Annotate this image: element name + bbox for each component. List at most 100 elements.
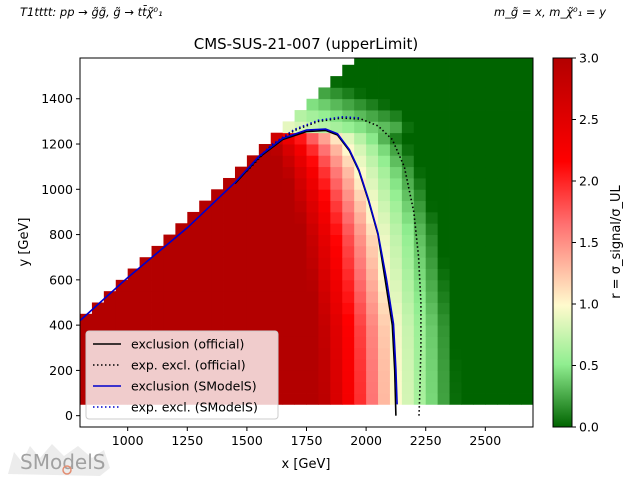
heatmap-cell	[282, 325, 295, 337]
heatmap-cell	[306, 211, 319, 224]
heatmap-cell	[223, 268, 236, 281]
heatmap-cell	[246, 268, 260, 281]
heatmap-cell	[389, 279, 403, 292]
heatmap-cell	[521, 257, 533, 269]
heatmap-cell	[449, 98, 462, 111]
heatmap-cell	[413, 200, 427, 213]
heatmap-cell	[413, 234, 427, 247]
heatmap-cell	[473, 110, 486, 122]
heatmap-cell	[270, 302, 284, 315]
heatmap-cell	[354, 121, 367, 134]
heatmap-cell	[425, 121, 439, 134]
heatmap-cell	[521, 110, 533, 122]
heatmap-cell	[461, 223, 474, 235]
heatmap-cell	[449, 302, 462, 315]
heatmap-cell	[294, 245, 307, 258]
heatmap-cell	[401, 313, 415, 326]
heatmap-cell	[282, 200, 295, 213]
heatmap-cell	[461, 381, 474, 394]
heatmap-cell	[521, 189, 533, 202]
heatmap-cell	[342, 132, 355, 145]
colorbar-tick-label: 0.0	[579, 420, 599, 435]
heatmap-cell	[485, 110, 498, 122]
heatmap-cell	[354, 347, 367, 360]
heatmap-cell	[485, 302, 498, 315]
heatmap-cell	[437, 268, 450, 281]
heatmap-cell	[509, 110, 522, 122]
heatmap-cell	[223, 257, 236, 269]
heatmap-cell	[485, 223, 498, 235]
heatmap-cell	[258, 257, 272, 269]
heatmap-cell	[437, 336, 450, 349]
heatmap-cell	[437, 166, 450, 179]
heatmap-cell	[497, 347, 510, 360]
colorbar-tick-label: 1.5	[579, 235, 599, 250]
heatmap-cell	[234, 268, 248, 281]
heatmap-cell	[389, 110, 403, 122]
heatmap-cell	[449, 189, 462, 202]
heatmap-cell	[401, 393, 415, 405]
heatmap-cell	[246, 223, 260, 235]
heatmap-cell	[246, 234, 260, 247]
heatmap-cell	[378, 211, 391, 224]
heatmap-cell	[509, 87, 522, 100]
exclusion-curves	[80, 116, 422, 416]
heatmap-cell	[258, 223, 272, 235]
heatmap-cell	[342, 189, 355, 202]
heatmap-cell	[485, 291, 498, 303]
heatmap-cell	[354, 325, 367, 337]
heatmap-cell	[449, 87, 462, 100]
x-axis-ticks: 1000 1250 1500 1750 2000 2250 2500	[112, 427, 501, 448]
heatmap-cell	[509, 381, 522, 394]
heatmap-cell	[521, 177, 533, 190]
heatmap-cell	[425, 132, 439, 145]
heatmap-cell	[294, 166, 307, 179]
heatmap-cell	[270, 279, 284, 292]
heatmap-cell	[306, 223, 319, 235]
heatmap-cell	[306, 257, 319, 269]
heatmap-cell	[389, 166, 403, 179]
heatmap-cell	[461, 245, 474, 258]
heatmap-cell	[282, 144, 295, 156]
heatmap-cell	[354, 144, 367, 156]
heatmap-cell	[318, 132, 331, 145]
heatmap-cell	[485, 359, 498, 371]
heatmap-cell	[401, 64, 415, 77]
x-tick-label: 2500	[469, 433, 501, 448]
heatmap-cell	[318, 245, 331, 258]
heatmap-cell	[342, 325, 355, 337]
colorbar-tick-label: 3.0	[579, 51, 599, 66]
heatmap-cell	[485, 325, 498, 337]
heatmap-cell	[223, 245, 236, 258]
heatmap-cell	[342, 291, 355, 303]
heatmap-cell	[199, 257, 212, 269]
heatmap-cell	[366, 58, 379, 66]
heatmap-cell	[354, 302, 367, 315]
heatmap-cell	[246, 291, 260, 303]
heatmap-cell	[258, 155, 272, 168]
heatmap-cell	[485, 393, 498, 405]
heatmap-cell	[413, 279, 427, 292]
heatmap-cell	[366, 177, 379, 190]
heatmap-cell	[413, 313, 427, 326]
y-tick-label: 1400	[41, 91, 73, 106]
heatmap-cell	[270, 257, 284, 269]
heatmap-cell	[378, 87, 391, 100]
x-tick-label: 2000	[350, 433, 382, 448]
heatmap-cell	[461, 302, 474, 315]
y-tick-label: 0	[65, 408, 73, 423]
heatmap-cell	[425, 279, 439, 292]
heatmap-cell	[497, 325, 510, 337]
heatmap-cell	[354, 155, 367, 168]
heatmap-cell	[449, 121, 462, 134]
heatmap-cell	[389, 223, 403, 235]
heatmap-cell	[115, 279, 129, 292]
heatmap-cell	[318, 211, 331, 224]
heatmap-cell	[366, 336, 379, 349]
heatmap-cell	[437, 325, 450, 337]
heatmap-cell	[199, 234, 212, 247]
heatmap-cell	[211, 200, 224, 213]
heatmap-cell	[366, 291, 379, 303]
heatmap-cell	[413, 336, 427, 349]
heatmap-cell	[282, 302, 295, 315]
